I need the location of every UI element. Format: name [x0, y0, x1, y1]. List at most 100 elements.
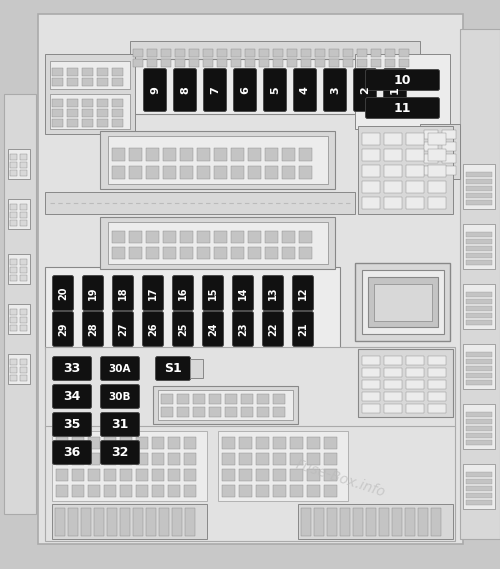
FancyBboxPatch shape: [366, 69, 440, 90]
Bar: [10, 375, 17, 381]
Bar: [45, 54, 135, 134]
Bar: [120, 453, 132, 465]
Bar: [257, 407, 269, 417]
Bar: [273, 394, 285, 404]
Bar: [241, 394, 253, 404]
Bar: [8, 254, 30, 284]
Bar: [152, 453, 164, 465]
Bar: [231, 166, 244, 179]
Text: 30B: 30B: [109, 391, 131, 402]
Text: 17: 17: [148, 286, 158, 300]
Bar: [399, 49, 409, 57]
Text: 11: 11: [394, 101, 411, 114]
Bar: [20, 162, 27, 168]
Bar: [256, 437, 269, 449]
Bar: [466, 419, 492, 424]
Text: 30A: 30A: [109, 364, 131, 373]
FancyBboxPatch shape: [52, 311, 74, 347]
Bar: [245, 59, 255, 67]
Bar: [466, 472, 492, 477]
Bar: [374, 284, 432, 321]
Bar: [20, 325, 27, 331]
Bar: [112, 148, 125, 161]
Bar: [424, 166, 438, 175]
Bar: [466, 239, 492, 244]
Text: 12: 12: [298, 286, 308, 300]
Bar: [307, 437, 320, 449]
Bar: [299, 247, 312, 259]
Bar: [133, 59, 143, 67]
Bar: [248, 148, 261, 161]
FancyBboxPatch shape: [234, 68, 256, 112]
Bar: [20, 267, 27, 273]
Bar: [168, 485, 180, 497]
Text: 7: 7: [210, 86, 220, 94]
Bar: [158, 390, 293, 420]
Bar: [147, 59, 157, 67]
Bar: [362, 404, 380, 413]
Bar: [217, 59, 227, 67]
Bar: [371, 59, 381, 67]
Bar: [180, 247, 193, 259]
Bar: [222, 469, 235, 481]
Bar: [185, 508, 195, 536]
Bar: [8, 149, 30, 179]
Bar: [406, 197, 424, 209]
Bar: [343, 59, 353, 67]
Bar: [72, 469, 84, 481]
Bar: [405, 508, 415, 536]
Bar: [298, 504, 453, 539]
FancyBboxPatch shape: [82, 311, 103, 347]
Bar: [225, 394, 237, 404]
Bar: [428, 356, 446, 365]
Bar: [384, 380, 402, 389]
Bar: [222, 485, 235, 497]
Bar: [442, 166, 456, 175]
FancyBboxPatch shape: [52, 385, 92, 409]
Bar: [406, 149, 424, 161]
FancyBboxPatch shape: [262, 275, 283, 311]
Bar: [20, 317, 27, 323]
Bar: [20, 170, 27, 176]
Bar: [214, 166, 227, 179]
Bar: [168, 469, 180, 481]
Bar: [209, 394, 221, 404]
Text: 9: 9: [150, 86, 160, 94]
Bar: [368, 277, 438, 327]
Bar: [177, 407, 189, 417]
Bar: [52, 78, 63, 86]
Bar: [466, 292, 492, 297]
Bar: [10, 309, 17, 315]
Bar: [104, 485, 116, 497]
Bar: [10, 359, 17, 365]
Bar: [357, 59, 367, 67]
Bar: [163, 247, 176, 259]
Bar: [67, 119, 78, 127]
Bar: [428, 197, 446, 209]
Bar: [466, 299, 492, 304]
Bar: [256, 485, 269, 497]
Bar: [315, 49, 325, 57]
Text: 5: 5: [270, 86, 280, 94]
Bar: [231, 247, 244, 259]
Bar: [172, 508, 182, 536]
Bar: [163, 231, 176, 243]
FancyBboxPatch shape: [172, 275, 194, 311]
Bar: [466, 232, 492, 237]
Bar: [10, 325, 17, 331]
Bar: [362, 165, 380, 177]
Bar: [168, 453, 180, 465]
Bar: [81, 508, 91, 536]
Bar: [239, 437, 252, 449]
Bar: [152, 469, 164, 481]
Bar: [10, 162, 17, 168]
Text: 27: 27: [118, 322, 128, 336]
Bar: [159, 508, 169, 536]
Bar: [112, 247, 125, 259]
Bar: [88, 469, 100, 481]
Bar: [45, 347, 455, 429]
Bar: [112, 166, 125, 179]
Bar: [20, 359, 27, 365]
Bar: [104, 469, 116, 481]
Bar: [466, 426, 492, 431]
